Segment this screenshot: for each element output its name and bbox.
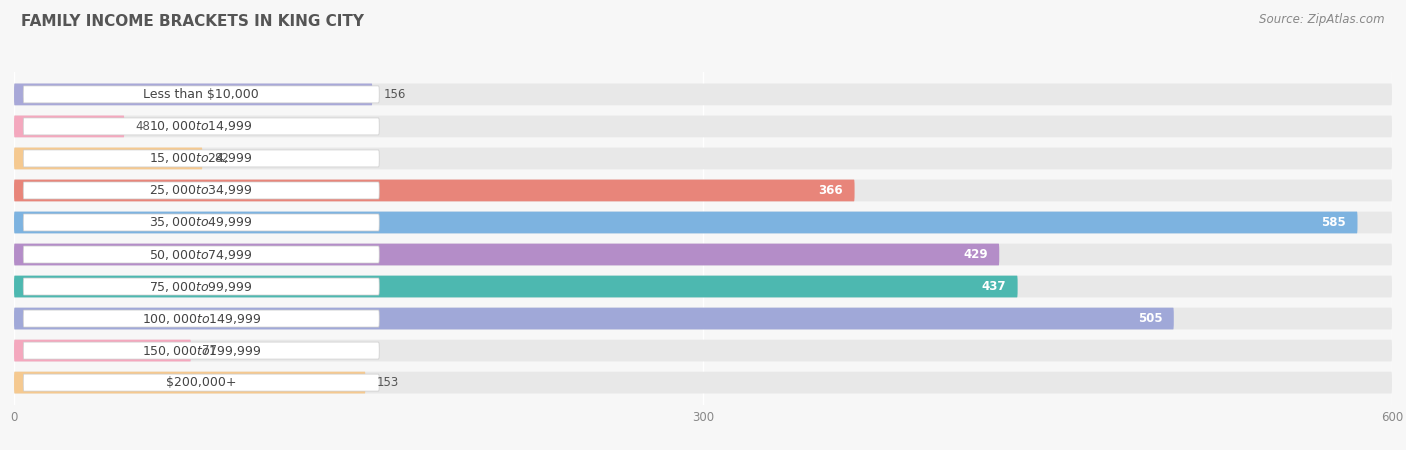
FancyBboxPatch shape (14, 372, 366, 393)
FancyBboxPatch shape (14, 148, 202, 169)
Text: 153: 153 (377, 376, 399, 389)
FancyBboxPatch shape (14, 180, 1392, 201)
FancyBboxPatch shape (14, 308, 1174, 329)
Text: 429: 429 (963, 248, 988, 261)
FancyBboxPatch shape (14, 243, 1392, 266)
Text: $150,000 to $199,999: $150,000 to $199,999 (142, 343, 262, 358)
Text: 48: 48 (136, 120, 150, 133)
Text: $50,000 to $74,999: $50,000 to $74,999 (149, 248, 253, 261)
FancyBboxPatch shape (24, 278, 380, 295)
Text: $10,000 to $14,999: $10,000 to $14,999 (149, 119, 253, 134)
Text: $25,000 to $34,999: $25,000 to $34,999 (149, 184, 253, 198)
FancyBboxPatch shape (24, 118, 380, 135)
FancyBboxPatch shape (24, 150, 380, 167)
Text: Source: ZipAtlas.com: Source: ZipAtlas.com (1260, 14, 1385, 27)
Text: 437: 437 (981, 280, 1007, 293)
FancyBboxPatch shape (24, 246, 380, 263)
FancyBboxPatch shape (14, 84, 373, 105)
Text: 585: 585 (1322, 216, 1346, 229)
FancyBboxPatch shape (14, 372, 1392, 393)
Text: 82: 82 (214, 152, 229, 165)
FancyBboxPatch shape (14, 116, 124, 137)
FancyBboxPatch shape (24, 86, 380, 103)
Text: $35,000 to $49,999: $35,000 to $49,999 (149, 216, 253, 230)
FancyBboxPatch shape (14, 116, 1392, 137)
FancyBboxPatch shape (14, 340, 1392, 361)
FancyBboxPatch shape (14, 84, 1392, 105)
Text: 505: 505 (1137, 312, 1163, 325)
Text: $15,000 to $24,999: $15,000 to $24,999 (149, 152, 253, 166)
FancyBboxPatch shape (24, 182, 380, 199)
Text: FAMILY INCOME BRACKETS IN KING CITY: FAMILY INCOME BRACKETS IN KING CITY (21, 14, 364, 28)
Text: $100,000 to $149,999: $100,000 to $149,999 (142, 311, 262, 325)
FancyBboxPatch shape (24, 374, 380, 391)
Text: Less than $10,000: Less than $10,000 (143, 88, 259, 101)
Text: $75,000 to $99,999: $75,000 to $99,999 (149, 279, 253, 293)
FancyBboxPatch shape (14, 276, 1018, 297)
FancyBboxPatch shape (14, 276, 1392, 297)
Text: 156: 156 (384, 88, 406, 101)
FancyBboxPatch shape (14, 180, 855, 201)
Text: $200,000+: $200,000+ (166, 376, 236, 389)
FancyBboxPatch shape (14, 212, 1392, 234)
FancyBboxPatch shape (14, 148, 1392, 169)
FancyBboxPatch shape (24, 214, 380, 231)
FancyBboxPatch shape (14, 243, 1000, 266)
FancyBboxPatch shape (14, 340, 191, 361)
Text: 77: 77 (202, 344, 218, 357)
FancyBboxPatch shape (14, 308, 1392, 329)
FancyBboxPatch shape (24, 310, 380, 327)
FancyBboxPatch shape (24, 342, 380, 359)
FancyBboxPatch shape (14, 212, 1358, 234)
Text: 366: 366 (818, 184, 844, 197)
